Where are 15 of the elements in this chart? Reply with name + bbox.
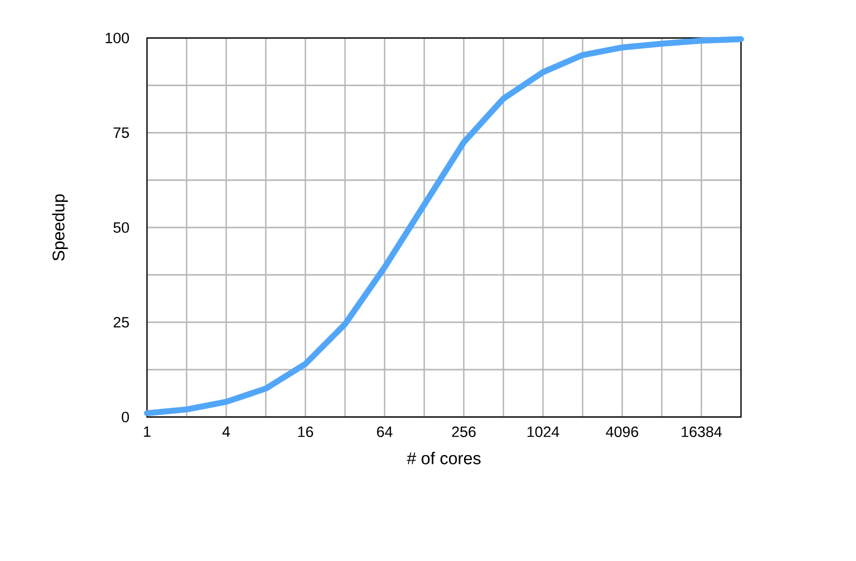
y-axis-title: Speedup	[52, 194, 68, 261]
y-tick-label: 0	[122, 412, 129, 422]
x-tick-label: 16	[298, 426, 314, 438]
y-tick-label: 100	[106, 32, 129, 44]
x-axis-title: # of cores	[406, 452, 481, 464]
x-tick-label: 1	[144, 426, 150, 437]
x-tick-label: 256	[452, 426, 476, 438]
x-tick-label: 4	[222, 426, 230, 437]
x-tick-label: 4096	[606, 426, 638, 438]
y-tick-label: 50	[114, 222, 129, 233]
x-tick-label: 16384	[682, 426, 722, 438]
y-tick-label: 25	[114, 316, 129, 328]
y-tick-label: 75	[114, 128, 129, 138]
x-tick-label: 1024	[528, 426, 560, 438]
x-tick-label: 64	[377, 426, 392, 438]
